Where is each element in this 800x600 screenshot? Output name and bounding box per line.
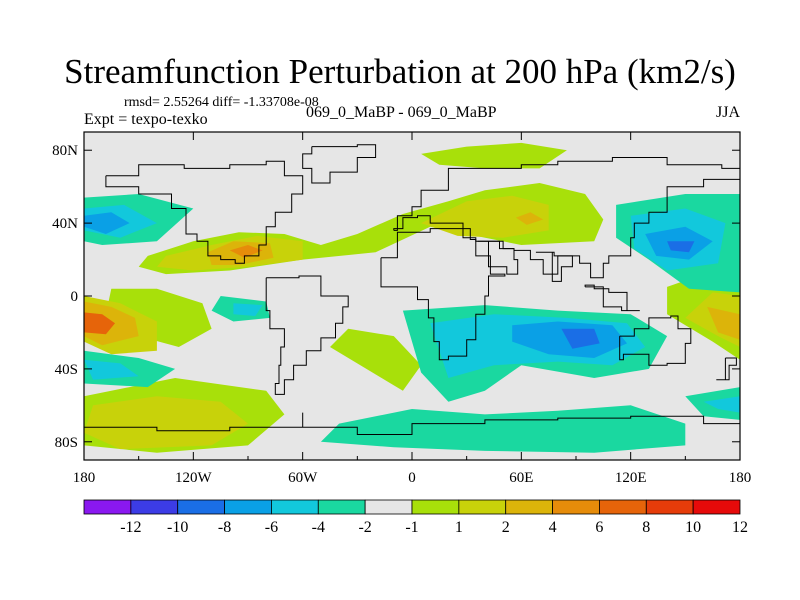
colorbar-swatch bbox=[317, 499, 366, 515]
colorbar-swatch bbox=[83, 499, 132, 515]
colorbar-swatch bbox=[645, 499, 694, 515]
colorbar-label: 4 bbox=[549, 519, 557, 536]
x-tick-label: 120W bbox=[175, 470, 213, 486]
x-tick-label: 180 bbox=[729, 470, 752, 486]
coastline-australia bbox=[619, 315, 692, 366]
colorbar-swatch bbox=[552, 499, 600, 515]
y-tick-label: 80N bbox=[52, 143, 78, 159]
colorbar-swatch bbox=[364, 499, 413, 515]
contour-blob-asia-neg-deep bbox=[667, 241, 695, 253]
colorbar-swatch bbox=[599, 499, 647, 515]
colorbar-swatch bbox=[271, 499, 319, 515]
x-tick-label: 180 bbox=[73, 470, 96, 486]
colorbar-label: 10 bbox=[685, 519, 701, 536]
left-subtitle: Expt = texpo-texko bbox=[84, 111, 208, 128]
coastline-south-america bbox=[265, 275, 349, 395]
coastlines bbox=[84, 144, 740, 460]
contour-blob-southern-ocean-yg bbox=[84, 396, 248, 450]
colorbar-swatch bbox=[692, 499, 741, 515]
y-tick-label: 80S bbox=[55, 435, 78, 451]
contour-blob-north-pacific-center bbox=[229, 245, 263, 258]
contour-field bbox=[84, 142, 740, 453]
colorbar-swatch bbox=[177, 499, 225, 515]
contour-blob-south-pacific-neg-inner bbox=[84, 359, 139, 380]
colorbar-swatch bbox=[130, 499, 179, 515]
x-tick-label: 0 bbox=[408, 470, 416, 486]
coastline-africa bbox=[380, 228, 506, 361]
coastline-india bbox=[535, 251, 573, 282]
contour-blob-south-pacific-center bbox=[84, 312, 115, 335]
colorbar-label: -12 bbox=[120, 519, 141, 536]
contour-blob-europe-asia-yg bbox=[421, 195, 549, 238]
contour-band-central-america bbox=[105, 288, 212, 347]
coastline-arabia bbox=[477, 240, 519, 275]
y-tick-label: 0 bbox=[71, 289, 79, 305]
contour-blob-indian-neg-deep bbox=[561, 328, 600, 349]
y-tick-label: 40N bbox=[52, 216, 78, 232]
colorbar-label: 1 bbox=[455, 519, 463, 536]
colorbar-label: -10 bbox=[167, 519, 188, 536]
colorbar-label: -4 bbox=[312, 519, 325, 536]
colorbar-label: -1 bbox=[405, 519, 418, 536]
colorbar-label: 8 bbox=[642, 519, 650, 536]
colorbar-label: -8 bbox=[218, 519, 231, 536]
coastline-indonesia bbox=[584, 284, 640, 312]
colorbar-label: -6 bbox=[265, 519, 278, 536]
colorbar-label: 6 bbox=[595, 519, 603, 536]
coastline-north-america bbox=[105, 160, 304, 264]
coastline-new-zealand bbox=[716, 357, 737, 381]
colorbar-label: 12 bbox=[732, 519, 748, 536]
contour-band-arctic-europe bbox=[421, 142, 567, 169]
contour-blob-south-america-neg-inner bbox=[233, 303, 263, 316]
colorbar-label: -2 bbox=[358, 519, 371, 536]
colorbar-swatch bbox=[224, 499, 272, 515]
contour-blob-antarctic-pacific-neg-inner bbox=[703, 396, 740, 413]
x-tick-label: 120E bbox=[615, 470, 647, 486]
colorbar-label: 2 bbox=[502, 519, 510, 536]
colorbar-swatch bbox=[505, 499, 553, 515]
coastline-antarctica bbox=[84, 412, 740, 460]
y-tick-label: 40S bbox=[55, 362, 78, 378]
coastline-eurasia bbox=[393, 157, 740, 279]
center-subtitle: 069_0_MaBP - 069_0_MaBP bbox=[306, 104, 497, 121]
chart-title: Streamfunction Perturbation at 200 hPa (… bbox=[64, 52, 736, 91]
contour-blob-asia-orange bbox=[515, 212, 544, 225]
contour-blob-southern-ocean-negative bbox=[320, 405, 686, 453]
contour-blob-pacific-east-orange bbox=[707, 306, 740, 340]
colorbar-swatch bbox=[458, 499, 507, 515]
x-tick-label: 60E bbox=[509, 470, 533, 486]
coastline-greenland bbox=[302, 144, 377, 184]
season-label: JJA bbox=[715, 104, 740, 121]
contour-band-south-atlantic bbox=[330, 328, 422, 391]
colorbar-swatch bbox=[411, 499, 460, 515]
x-tick-label: 60W bbox=[288, 470, 318, 486]
contour-blob-north-pacific-neg-core bbox=[84, 212, 130, 234]
stats-line: rmsd= 2.55264 diff= -1.33708e-08 bbox=[124, 95, 319, 110]
